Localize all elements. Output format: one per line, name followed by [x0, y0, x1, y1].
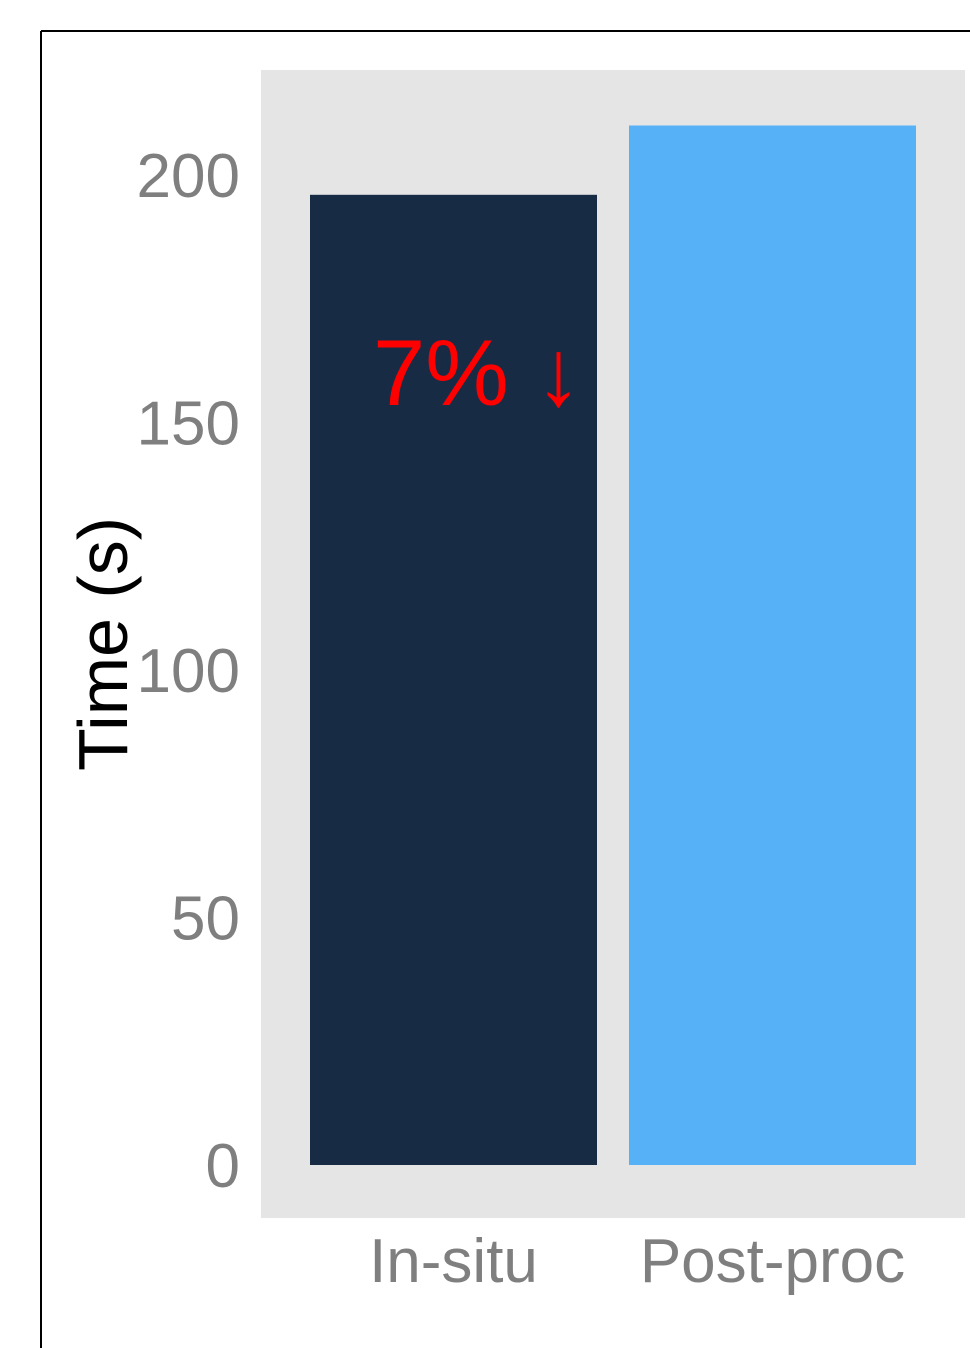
y-axis-title: Time (s) — [64, 517, 142, 771]
x-axis-labels: In-situ Post-proc — [369, 1227, 905, 1296]
bar-post-proc — [629, 125, 916, 1165]
x-category-label: Post-proc — [640, 1227, 905, 1296]
bar-in-situ — [310, 194, 597, 1166]
y-tick-label: 150 — [137, 390, 240, 459]
bars-layer — [310, 125, 916, 1166]
percent-decrease-annotation: 7% ↓ — [373, 320, 582, 425]
y-tick-label: 50 — [171, 885, 240, 954]
y-tick-label: 100 — [137, 637, 240, 706]
y-tick-label: 200 — [137, 142, 240, 211]
x-category-label: In-situ — [369, 1227, 538, 1296]
y-tick-label: 0 — [206, 1132, 240, 1201]
y-axis-ticks: 0 50 100 150 200 — [137, 142, 240, 1201]
